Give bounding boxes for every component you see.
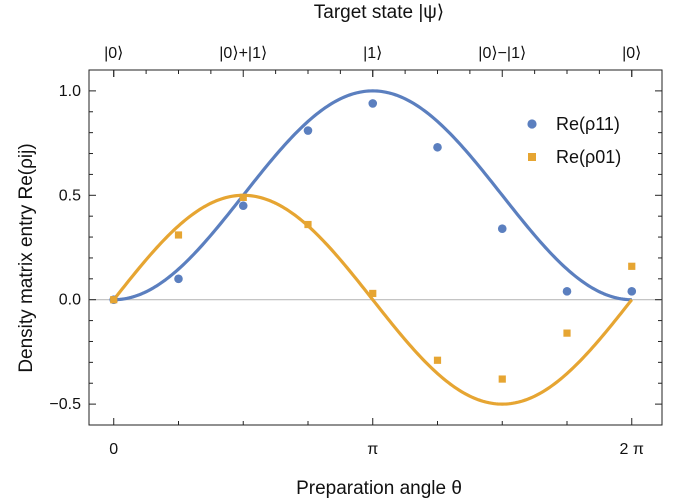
point-re-01 xyxy=(628,262,636,270)
data-points xyxy=(109,99,637,383)
x-tick-label: 0 xyxy=(109,441,118,458)
point-re-01 xyxy=(369,289,377,298)
point-re-11 xyxy=(238,201,248,211)
x-tick-label: 2 π xyxy=(620,441,644,458)
legend-label-re-rho01: Re(ρ01) xyxy=(556,147,621,167)
top-axis-title-text: Target state |ψ⟩ xyxy=(314,2,444,23)
theory-curves xyxy=(112,89,634,406)
point-re-11 xyxy=(368,99,378,108)
top-tick-label: |0⟩−|1⟩ xyxy=(478,45,526,62)
top-tick-label: |0⟩+|1⟩ xyxy=(219,45,267,62)
point-re-01 xyxy=(563,329,571,337)
point-re-01 xyxy=(304,220,312,229)
legend-marker-re-rho01 xyxy=(528,153,536,161)
point-re-11 xyxy=(174,274,183,284)
x-tick-label: π xyxy=(367,441,378,458)
point-re-11 xyxy=(497,224,507,234)
y-tick-label: 0.0 xyxy=(59,292,81,309)
top-tick-label: |0⟩ xyxy=(104,45,123,62)
point-re-01 xyxy=(110,296,118,304)
legend: Re(ρ11) Re(ρ01) xyxy=(527,114,621,167)
point-re-11 xyxy=(627,287,637,296)
tick-labels: 0 π 2 π |0⟩ |0⟩+|1⟩ |1⟩ |0⟩−|1⟩ |0⟩ 1.0 0.5 0.0 −0.… xyxy=(49,45,644,458)
point-re-01 xyxy=(239,193,247,201)
y-tick-label: −0.5 xyxy=(49,396,81,413)
point-re-01 xyxy=(174,231,183,239)
point-re-11 xyxy=(303,126,313,135)
point-re-01 xyxy=(498,375,506,383)
theory-curve-re-01 xyxy=(112,193,634,406)
point-re-11 xyxy=(562,287,572,296)
theory-curve-re-11 xyxy=(113,89,632,302)
plot-frame xyxy=(88,69,663,426)
y-tick-label: 1.0 xyxy=(59,83,81,100)
top-tick-label: |1⟩ xyxy=(363,45,382,62)
y-tick-label: 0.5 xyxy=(59,187,81,204)
point-re-11 xyxy=(433,142,442,152)
legend-label-re-rho11: Re(ρ11) xyxy=(556,114,620,134)
x-axis-title: Preparation angle θ xyxy=(296,478,462,499)
axis-ticks xyxy=(89,69,662,426)
legend-marker-re-rho11 xyxy=(527,119,537,129)
top-axis-title: Target state |ψ⟩ xyxy=(314,2,444,23)
y-axis-title: Density matrix entry Re(ρij) xyxy=(16,143,37,372)
point-re-01 xyxy=(433,356,442,364)
top-tick-label: |0⟩ xyxy=(622,45,641,62)
